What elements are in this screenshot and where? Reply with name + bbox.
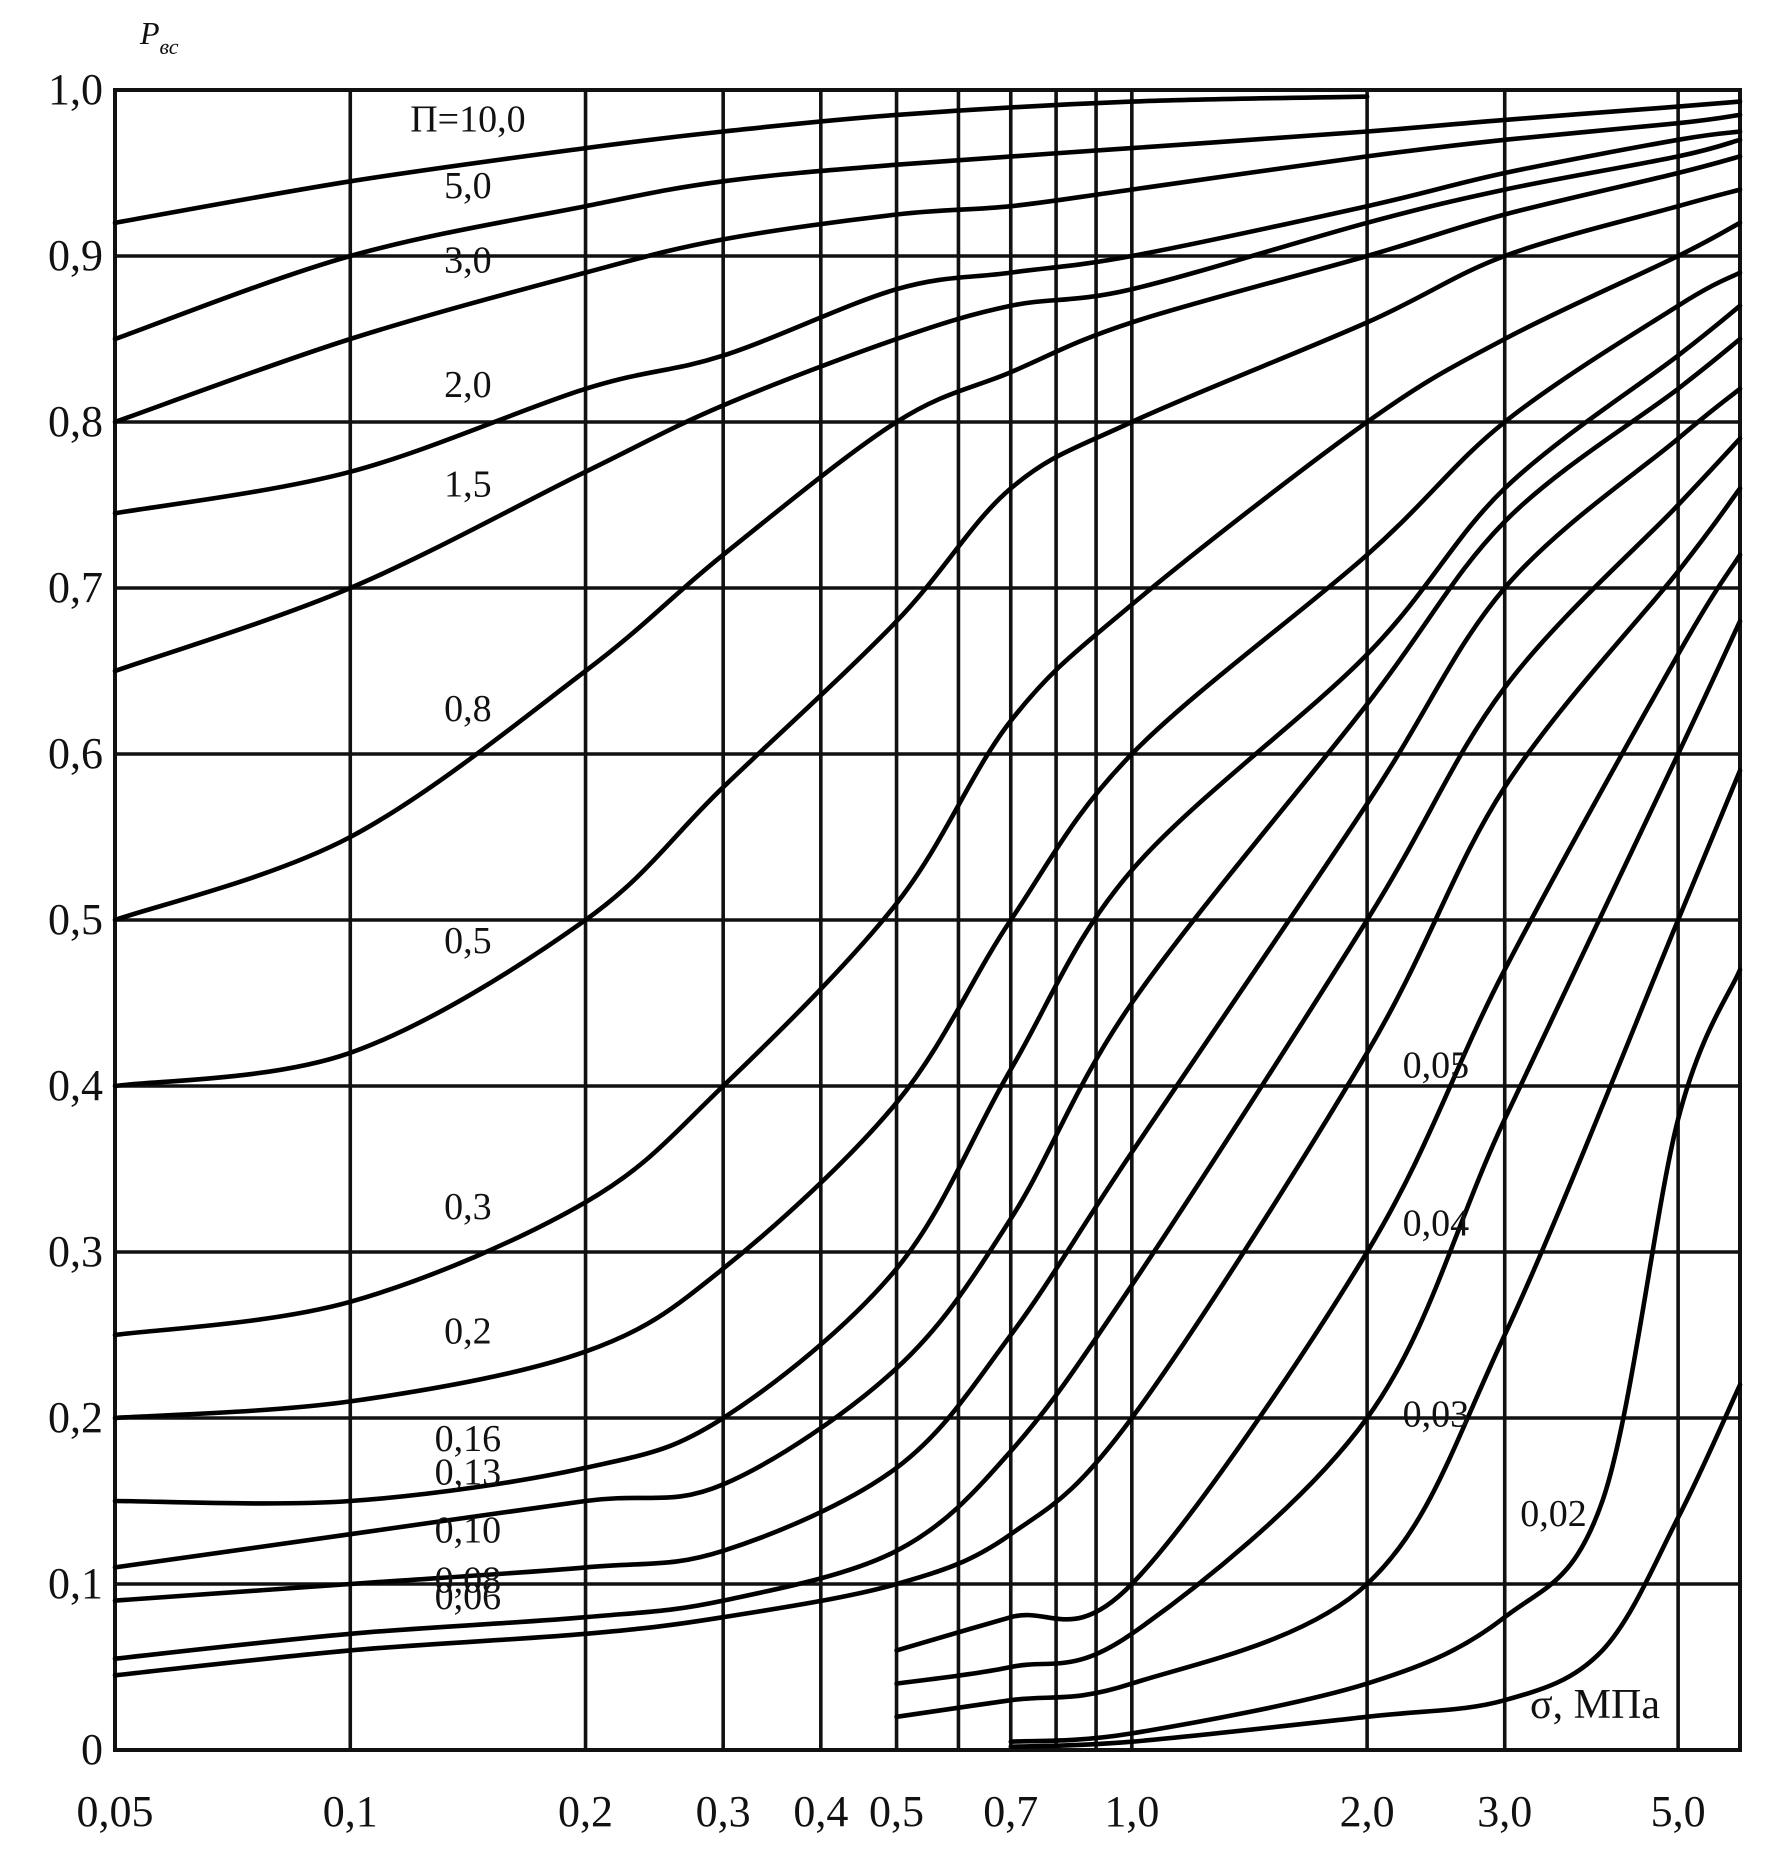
series-label: 0,2 xyxy=(444,1310,492,1352)
series-label: 0,03 xyxy=(1403,1393,1470,1435)
series-line xyxy=(112,154,1743,923)
series-label: 5,0 xyxy=(444,165,492,207)
y-tick-label: 1,0 xyxy=(48,65,103,114)
series-line xyxy=(112,94,1370,226)
y-tick-label: 0,8 xyxy=(48,397,103,446)
series-label: 2,0 xyxy=(444,364,492,406)
y-tick-label: 0,5 xyxy=(48,895,103,944)
series-line xyxy=(112,386,1743,1603)
series-label: П=10,0 xyxy=(410,99,525,141)
x-tick-label: 0,2 xyxy=(558,1787,613,1836)
y-tick-label: 0,1 xyxy=(48,1559,103,1608)
y-tick-label: 0,3 xyxy=(48,1227,103,1276)
series-line xyxy=(112,303,1743,1506)
series-line xyxy=(1008,967,1743,1744)
y-tick-label: 0,7 xyxy=(48,563,103,612)
series-label: 3,0 xyxy=(444,240,492,282)
y-tick-label: 0,6 xyxy=(48,729,103,778)
series-label: 0,8 xyxy=(444,688,492,730)
x-tick-label: 1,0 xyxy=(1104,1787,1159,1836)
series-line xyxy=(112,112,1743,425)
series-line xyxy=(112,99,1743,342)
curve-labels: П=10,0 5,0 3,0 2,0 1,5 0,8 0,5 0,3 0,2 0,160,13 0,… xyxy=(410,99,1587,1618)
tick-labels: 0 0,1 0,2 0,3 0,4 0,5 0,6 0,7 0,8 0,9 1,0 0,05 0,1 0,… xyxy=(48,65,1706,1836)
y-tick-label: 0,4 xyxy=(48,1061,103,1110)
series-label: 0,02 xyxy=(1520,1493,1587,1535)
series-line xyxy=(112,129,1743,516)
series-line xyxy=(112,220,1743,1338)
x-axis-label: σ, МПа xyxy=(1530,1682,1660,1728)
series-label: 0,04 xyxy=(1403,1202,1470,1244)
series-line xyxy=(112,486,1743,1678)
x-tick-label: 0,1 xyxy=(323,1787,378,1836)
curves xyxy=(112,94,1743,1749)
y-axis-label-sub: вс xyxy=(160,34,179,59)
series-line xyxy=(112,336,1743,1570)
series-line xyxy=(894,618,1743,1686)
series-label: 0,08 xyxy=(435,1559,502,1601)
y-axis-label-main: P xyxy=(139,15,160,51)
y-tick-label: 0,2 xyxy=(48,1393,103,1442)
series-label: 0,05 xyxy=(1403,1045,1470,1087)
x-tick-label: 0,4 xyxy=(793,1787,848,1836)
y-axis-label: Pвс xyxy=(139,15,179,59)
series-label: 0,16 xyxy=(435,1418,502,1460)
x-tick-label: 2,0 xyxy=(1340,1787,1395,1836)
series-line xyxy=(112,187,1743,1089)
series-label: 0,10 xyxy=(435,1510,502,1552)
series-label: 0,06 xyxy=(435,1576,502,1618)
x-tick-label: 0,5 xyxy=(869,1787,924,1836)
series-line xyxy=(112,436,1743,1661)
series-line xyxy=(894,552,1743,1653)
series-label: 0,5 xyxy=(444,920,492,962)
x-tick-label: 0,05 xyxy=(77,1787,154,1836)
series-label: 0,13 xyxy=(435,1451,502,1493)
x-tick-label: 5,0 xyxy=(1651,1787,1706,1836)
y-tick-label: 0 xyxy=(81,1725,103,1774)
series-line xyxy=(1008,1382,1743,1749)
x-tick-label: 0,3 xyxy=(696,1787,751,1836)
series-label: 1,5 xyxy=(444,464,492,506)
x-tick-label: 3,0 xyxy=(1477,1787,1532,1836)
series-line xyxy=(112,270,1743,1421)
series-label: 0,3 xyxy=(444,1186,492,1228)
series-line xyxy=(112,137,1743,674)
series-line xyxy=(894,768,1743,1720)
y-tick-label: 0,9 xyxy=(48,231,103,280)
x-tick-label: 0,7 xyxy=(983,1787,1038,1836)
